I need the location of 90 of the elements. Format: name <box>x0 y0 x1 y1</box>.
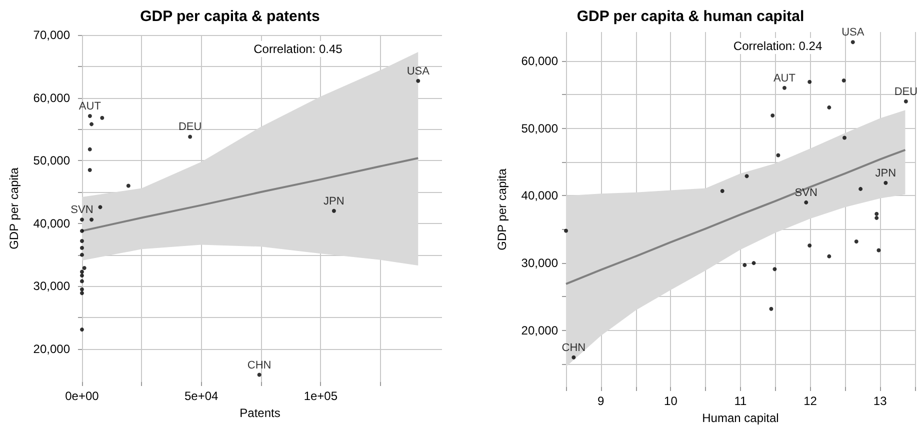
y-axis-title: GDP per capita <box>495 168 509 250</box>
point <box>776 153 780 158</box>
annotation: DEU <box>178 121 202 134</box>
y-tick-label: 40,000 <box>33 216 70 230</box>
point <box>80 239 84 243</box>
point <box>188 134 192 139</box>
point <box>80 252 84 257</box>
annotation: CHN <box>562 342 586 354</box>
x-tick-label: 13 <box>873 394 888 408</box>
x-axis-title: Patents <box>240 406 280 420</box>
point <box>874 216 879 220</box>
annotation: USA <box>406 65 430 78</box>
point <box>782 86 786 90</box>
y-axis-title: GDP per capita <box>7 167 21 250</box>
point <box>88 168 92 172</box>
point <box>850 40 855 44</box>
annotation: CHN <box>247 359 272 372</box>
point <box>80 228 84 233</box>
x-axis-title: Human capital <box>702 410 779 425</box>
point <box>874 212 879 216</box>
point <box>98 205 102 210</box>
chart-title: GDP per capita & human capital <box>576 8 804 25</box>
point <box>720 188 724 193</box>
y-tick-label: 60,000 <box>33 90 70 105</box>
point <box>572 355 576 360</box>
point <box>126 184 130 188</box>
point <box>90 122 94 126</box>
point <box>854 240 858 244</box>
point <box>769 306 774 311</box>
point <box>904 99 908 104</box>
y-tick-label: 30,000 <box>521 256 558 270</box>
y-tick-label: 60,000 <box>521 54 558 68</box>
point <box>80 218 84 222</box>
y-tick-label: 40,000 <box>521 188 558 203</box>
y-tick-label: 50,000 <box>33 154 70 168</box>
x-tick-label: 10 <box>664 394 678 408</box>
point <box>80 246 84 250</box>
x-tick-label: 1e+05 <box>304 389 338 403</box>
x-tick-label: 0e+00 <box>65 389 100 403</box>
point <box>742 263 747 268</box>
x-tick-label: 9 <box>598 394 605 408</box>
point <box>564 228 568 233</box>
point <box>88 114 92 118</box>
annotation: AUT <box>78 100 102 113</box>
chart-title: GDP per capita & patents <box>140 8 320 25</box>
point <box>82 266 86 270</box>
y-tick-label: 20,000 <box>33 342 70 356</box>
annotation: DEU <box>894 86 918 98</box>
line-series <box>565 148 906 285</box>
point <box>744 174 749 178</box>
point <box>100 116 104 120</box>
point <box>827 105 832 110</box>
point <box>858 186 863 191</box>
point <box>808 244 812 248</box>
point <box>770 114 775 118</box>
x-tick-label: 11 <box>734 394 748 408</box>
point <box>80 328 84 332</box>
point <box>752 261 756 266</box>
point <box>842 78 846 82</box>
x-tick-label: 12 <box>804 394 818 408</box>
point <box>876 248 881 252</box>
point <box>884 180 888 185</box>
point <box>772 267 777 272</box>
point <box>80 279 84 284</box>
point <box>416 78 420 83</box>
y-tick-label: 30,000 <box>33 279 70 294</box>
point <box>90 218 94 222</box>
point <box>804 200 808 204</box>
point <box>88 147 92 152</box>
point <box>257 372 262 377</box>
y-tick-label: 20,000 <box>521 323 558 338</box>
x-tick-label: 5e+04 <box>184 389 218 403</box>
annotation: Correlation: 0.45 <box>254 42 343 56</box>
y-tick-label: 50,000 <box>521 121 558 136</box>
point <box>827 254 832 258</box>
annotation: USA <box>842 26 865 39</box>
annotation: Correlation: 0.24 <box>733 39 822 53</box>
annotation: SVN <box>794 186 818 199</box>
point <box>80 291 84 296</box>
y-tick-label: 70,000 <box>33 28 70 42</box>
point <box>80 287 84 292</box>
annotation: JPN <box>875 167 896 180</box>
point <box>80 274 84 278</box>
point <box>332 208 336 213</box>
annotation: AUT <box>773 72 796 84</box>
point <box>80 270 84 274</box>
point <box>842 136 846 140</box>
annotation: SVN <box>70 204 94 216</box>
annotation: JPN <box>324 195 344 208</box>
point <box>808 80 812 84</box>
